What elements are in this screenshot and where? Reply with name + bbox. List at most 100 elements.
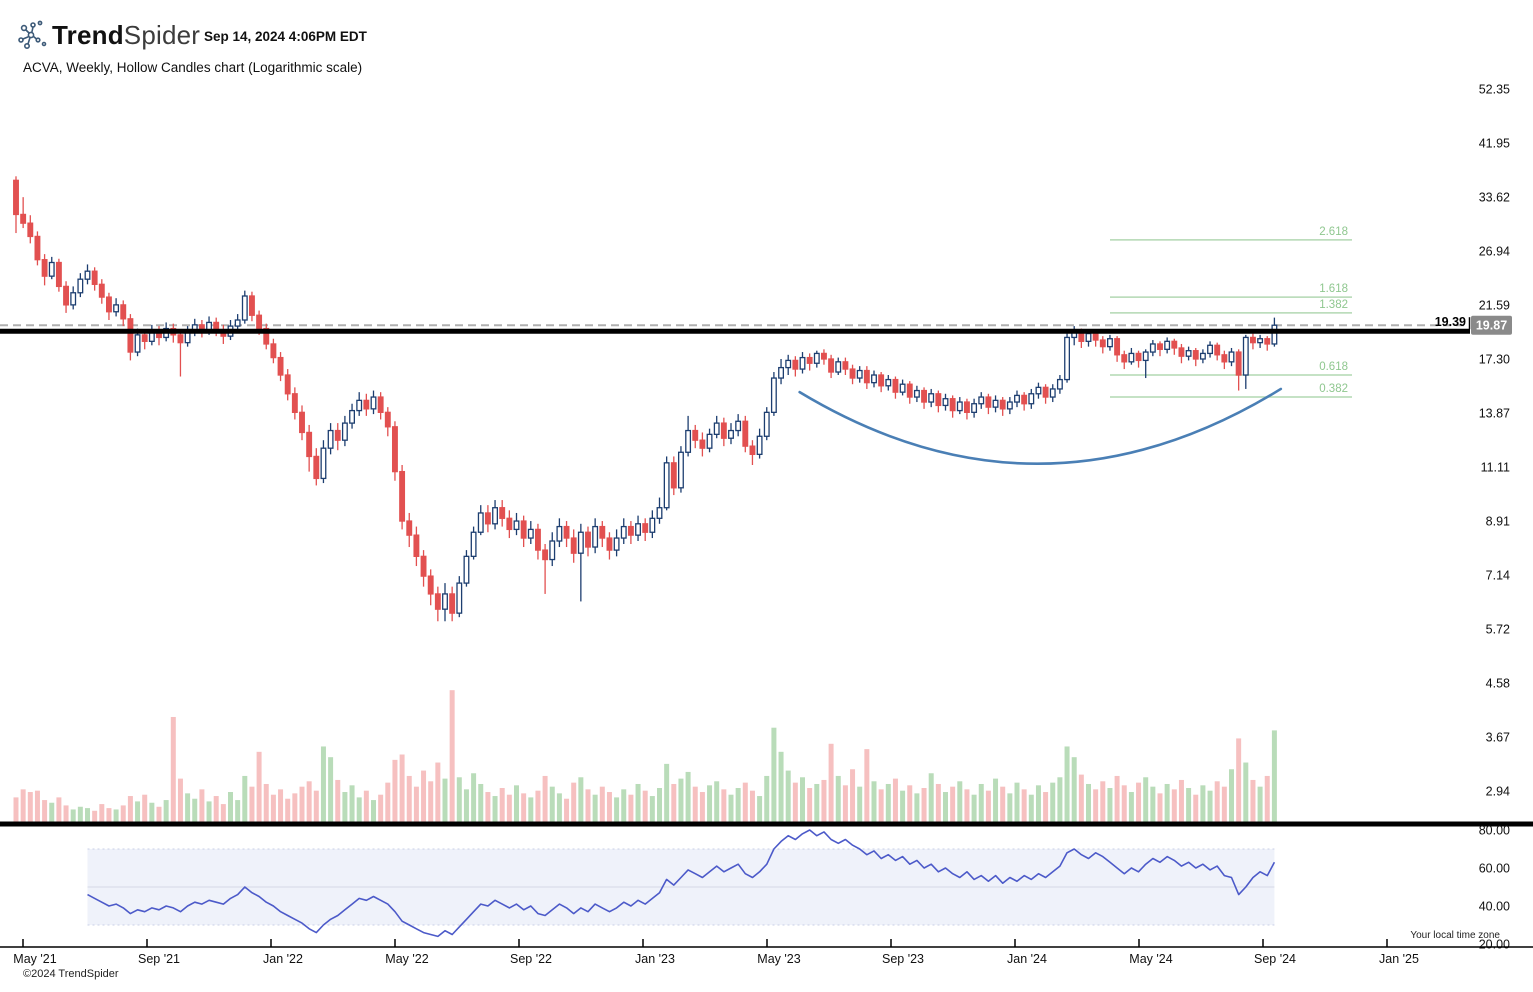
candle-body xyxy=(492,507,498,525)
arc-annotation[interactable] xyxy=(798,387,1283,466)
volume-bar xyxy=(885,783,891,822)
volume-bar xyxy=(735,788,741,822)
candle-body xyxy=(778,366,784,379)
volume-bar xyxy=(34,790,40,822)
candle-body xyxy=(678,451,684,489)
volume-bar xyxy=(192,798,198,822)
volume-bar xyxy=(1057,777,1063,822)
candle-body xyxy=(484,512,491,525)
volume-bar xyxy=(807,788,813,822)
price-axis-label: 4.58 xyxy=(1486,677,1510,691)
volume-bar xyxy=(878,789,884,822)
price-axis-label: 5.72 xyxy=(1486,622,1510,636)
volume-bar xyxy=(1078,774,1084,822)
volume-bar xyxy=(113,809,119,822)
candle-body xyxy=(921,389,927,403)
volume-bar xyxy=(1086,783,1091,822)
volume-bar xyxy=(535,790,541,822)
volume-bar xyxy=(471,773,477,822)
fib-level-label: 0.382 xyxy=(1319,383,1348,395)
candle-body xyxy=(177,334,184,344)
volume-bar xyxy=(1200,785,1206,822)
candle-body xyxy=(499,507,506,519)
volume-bar xyxy=(270,794,276,822)
volume-bar xyxy=(99,804,105,822)
volume-bar xyxy=(349,785,355,822)
price-axis-label: 33.62 xyxy=(1479,191,1510,205)
volume-bar xyxy=(77,806,83,822)
candle-body xyxy=(470,531,477,558)
candle-body xyxy=(34,235,41,261)
candle-body xyxy=(849,368,856,379)
fib-extension-tool[interactable]: 2.618 1.618 1.382 0.618 0.382 xyxy=(1110,226,1352,398)
candle-body xyxy=(992,399,999,408)
candle-body xyxy=(1235,351,1242,376)
candle-body xyxy=(656,507,663,519)
volume-bar xyxy=(1050,782,1056,822)
volume-bar xyxy=(935,783,941,822)
time-axis-label: Jan '25 xyxy=(1379,952,1419,966)
volume-bar xyxy=(842,785,848,822)
price-axis-label: 52.35 xyxy=(1479,83,1510,97)
volume-bar xyxy=(256,751,262,822)
volume-bar xyxy=(435,762,441,822)
candle-body xyxy=(1114,338,1121,356)
volume-bar xyxy=(106,808,112,822)
chart-subtitle: ACVA, Weekly, Hollow Candles chart (Loga… xyxy=(23,60,363,75)
time-axis-label: May '24 xyxy=(1129,952,1172,966)
candle-body xyxy=(70,292,77,306)
candle-body xyxy=(456,582,463,614)
volume-bar xyxy=(671,783,677,822)
last-price-badge-bg xyxy=(1471,315,1512,335)
trendspider-logo-icon xyxy=(18,20,47,49)
volume-bar xyxy=(528,797,534,822)
candle-body xyxy=(964,401,970,413)
volume-bar xyxy=(1157,793,1163,822)
candle-body xyxy=(334,429,341,441)
volume-bar xyxy=(1250,779,1256,822)
candle-body xyxy=(420,555,427,577)
candle-body xyxy=(1157,343,1163,350)
candle-body xyxy=(556,525,563,542)
candle-body xyxy=(821,352,827,360)
candle-body xyxy=(756,435,763,456)
volume-bar xyxy=(785,770,791,822)
candle-body xyxy=(55,261,62,288)
candle-body xyxy=(241,295,248,321)
candle-body xyxy=(434,593,441,610)
volume-bar xyxy=(149,802,155,822)
volume-bar xyxy=(1107,788,1113,822)
volume-bar xyxy=(463,789,469,822)
candle-body xyxy=(77,278,84,294)
volume-bar xyxy=(714,781,720,822)
candle-body xyxy=(84,270,91,280)
volume-bar xyxy=(421,770,427,822)
candle-body xyxy=(742,420,749,447)
fib-level-label: 2.618 xyxy=(1319,226,1348,238)
volume-bar xyxy=(614,797,620,822)
volume-bar xyxy=(342,792,348,822)
volume-bar xyxy=(449,690,455,822)
candle-body xyxy=(570,537,577,554)
volume-bar xyxy=(778,751,784,822)
candle-body xyxy=(670,462,677,489)
candle-body xyxy=(391,426,398,473)
fib-level-label: 1.618 xyxy=(1319,283,1348,295)
candle-body xyxy=(763,411,770,437)
candle-body xyxy=(535,528,541,551)
volume-bar xyxy=(49,802,55,822)
candle-body xyxy=(270,343,277,359)
time-axis-label: Sep '21 xyxy=(138,952,180,966)
candle-body xyxy=(463,555,470,584)
time-axis: May '21 Sep '21 Jan '22 May '22 Sep '22 Jan '… xyxy=(0,939,1533,966)
volume-bar xyxy=(585,789,591,822)
candle-body xyxy=(320,447,327,480)
candle-body xyxy=(792,359,799,370)
volume-bar xyxy=(814,783,820,822)
volume-bar xyxy=(757,796,763,822)
candle-body xyxy=(1207,344,1213,355)
candle-body xyxy=(1192,350,1199,360)
volume-bar xyxy=(85,808,90,822)
candle-body xyxy=(1242,336,1249,376)
